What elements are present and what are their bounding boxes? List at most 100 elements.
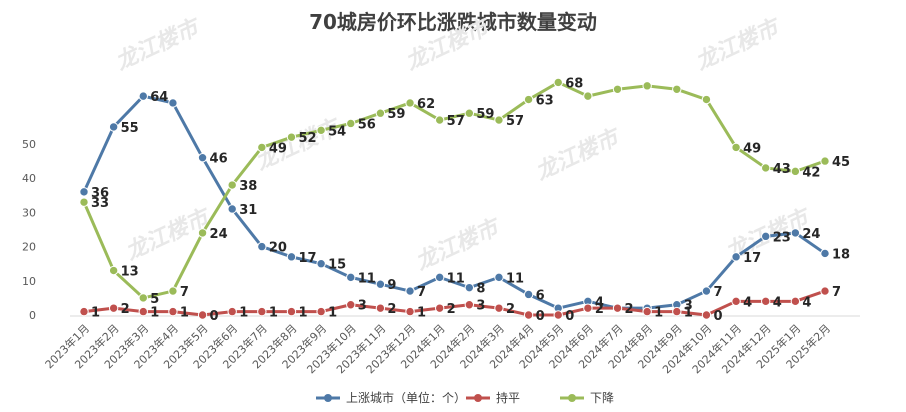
data-point [553, 77, 563, 88]
data-point [761, 231, 771, 242]
data-label: 4 [802, 295, 811, 310]
data-point [494, 303, 504, 313]
data-label: 20 [269, 241, 287, 256]
legend-swatch-marker [324, 394, 332, 402]
data-point [168, 306, 178, 317]
data-label: 57 [506, 114, 524, 129]
data-label: 23 [773, 230, 791, 245]
data-label: 24 [210, 227, 228, 242]
data-point [464, 300, 475, 310]
data-label: 3 [684, 299, 693, 314]
series-line-1 [82, 289, 827, 317]
data-point [197, 310, 208, 320]
data-point [257, 306, 267, 317]
data-point [612, 84, 623, 94]
data-label: 6 [536, 288, 545, 303]
data-label: 62 [417, 97, 435, 112]
y-tick-label: 40 [22, 172, 36, 185]
data-label: 63 [536, 94, 554, 109]
watermark-text: 龙江楼市 [412, 213, 506, 275]
y-tick-label: 50 [22, 138, 36, 151]
data-point [168, 286, 178, 296]
data-label: 7 [713, 285, 722, 300]
data-point [108, 122, 119, 132]
data-point [405, 98, 415, 108]
data-point [523, 94, 534, 105]
data-point [672, 84, 682, 94]
data-point [257, 241, 267, 252]
data-label: 49 [743, 141, 761, 156]
data-point [790, 166, 801, 177]
data-label: 38 [239, 179, 257, 194]
data-label: 3 [358, 299, 367, 314]
data-point [494, 115, 504, 125]
data-point [405, 286, 415, 296]
y-tick-label: 10 [22, 275, 36, 288]
data-label: 1 [91, 306, 100, 321]
data-point [227, 204, 237, 214]
data-label: 33 [91, 196, 109, 211]
data-label: 45 [832, 155, 850, 170]
data-point [523, 310, 534, 320]
data-point [820, 156, 830, 166]
data-label: 36 [91, 186, 109, 201]
data-point [583, 303, 593, 313]
data-label: 13 [121, 265, 139, 280]
data-point [701, 94, 712, 105]
data-point [227, 180, 237, 190]
data-label: 68 [565, 76, 583, 91]
data-point [731, 142, 741, 153]
watermark-text: 龙江楼市 [402, 13, 496, 75]
data-label: 0 [210, 309, 219, 324]
data-point [197, 152, 208, 163]
data-point [405, 306, 415, 317]
data-label: 55 [121, 121, 139, 136]
data-label: 4 [743, 295, 752, 310]
watermark-text: 龙江楼市 [692, 13, 786, 75]
data-point [79, 187, 89, 197]
data-point [553, 310, 563, 320]
data-point [138, 306, 148, 317]
data-label: 17 [743, 251, 761, 266]
data-point [138, 91, 148, 101]
data-label: 31 [239, 203, 257, 218]
data-point [790, 296, 801, 307]
series-line-2 [82, 80, 827, 300]
data-point [820, 286, 830, 296]
data-label: 7 [417, 285, 426, 300]
data-label: 15 [328, 258, 346, 273]
data-label: 11 [447, 271, 465, 286]
data-label: 2 [595, 302, 604, 317]
data-label: 17 [298, 251, 316, 266]
legend-item-label: 下降 [590, 391, 614, 405]
y-tick-label: 0 [29, 309, 36, 322]
legend-swatch-marker [474, 394, 482, 402]
data-point [316, 259, 326, 269]
data-point [761, 163, 771, 173]
data-label: 4 [595, 295, 604, 310]
data-point [434, 272, 445, 283]
data-point [583, 91, 593, 101]
data-point [523, 289, 534, 300]
data-label: 4 [773, 295, 782, 310]
data-point [286, 132, 297, 142]
data-label: 56 [358, 117, 376, 132]
data-point [108, 303, 119, 313]
data-point [375, 279, 386, 289]
data-label: 8 [476, 282, 485, 297]
data-point [168, 98, 178, 108]
data-point [286, 306, 297, 317]
data-label: 1 [298, 306, 307, 321]
chart-title: 70城房价环比涨跌城市数量变动 [309, 10, 597, 34]
data-label: 1 [654, 306, 663, 321]
data-point [701, 310, 712, 320]
data-point [79, 306, 89, 317]
data-point [731, 296, 741, 307]
data-point [434, 303, 445, 313]
data-point [464, 282, 475, 293]
data-point [612, 303, 623, 313]
data-label: 0 [565, 309, 574, 324]
data-point [731, 252, 741, 262]
data-point [286, 252, 297, 262]
